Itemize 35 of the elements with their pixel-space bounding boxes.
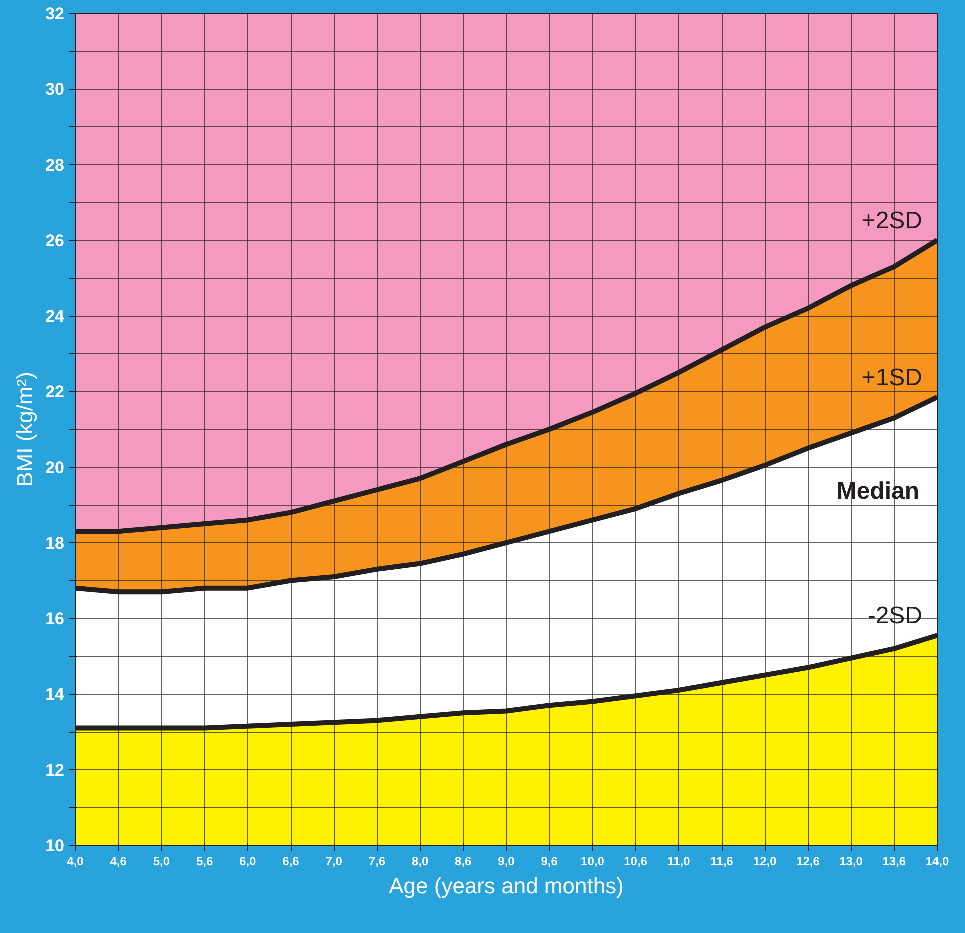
x-axis-title: Age (years and months) bbox=[389, 874, 624, 898]
x-tick-label: 4,0 bbox=[67, 854, 84, 868]
x-tick-label: 10,6 bbox=[624, 854, 648, 868]
x-tick-label: 13,6 bbox=[882, 854, 906, 868]
x-tick-label: 8,0 bbox=[412, 854, 429, 868]
x-tick-label: 8,6 bbox=[455, 854, 472, 868]
y-tick-label: 30 bbox=[46, 80, 65, 100]
y-tick-label: 20 bbox=[46, 458, 65, 478]
y-tick-label: 24 bbox=[46, 307, 66, 326]
x-tick-label: 5,6 bbox=[196, 854, 214, 868]
y-tick-label: 16 bbox=[46, 610, 65, 629]
x-tick-label: 11,0 bbox=[668, 854, 691, 868]
x-tick-label: 11,6 bbox=[710, 854, 734, 868]
x-tick-label: 5,0 bbox=[153, 854, 170, 868]
x-tick-label: 6,0 bbox=[240, 854, 257, 868]
y-tick-label: 26 bbox=[46, 231, 65, 250]
y-tick-label: 10 bbox=[46, 836, 65, 856]
x-tick-label: 6,6 bbox=[282, 854, 300, 868]
x-tick-label: 12,6 bbox=[796, 854, 820, 868]
x-tick-label: 9,0 bbox=[498, 854, 516, 868]
x-tick-label: 13,0 bbox=[840, 854, 864, 868]
y-tick-label: 18 bbox=[46, 534, 65, 553]
x-tick-label: 7,6 bbox=[368, 854, 386, 868]
y-tick-label: 22 bbox=[46, 382, 65, 402]
y-tick-label: 14 bbox=[46, 685, 66, 704]
y-tick-label: 28 bbox=[46, 156, 65, 175]
x-tick-label: 7,0 bbox=[326, 854, 343, 868]
x-tick-label: 10,0 bbox=[581, 854, 605, 868]
x-tick-label: 4,6 bbox=[110, 854, 128, 868]
x-tick-label: 14,0 bbox=[926, 854, 950, 868]
y-tick-label: 32 bbox=[46, 4, 65, 24]
x-tick-label: 12,0 bbox=[753, 854, 778, 868]
y-axis-title: BMI (kg/m²) bbox=[12, 372, 38, 487]
y-tick-label: 12 bbox=[46, 760, 65, 780]
x-tick-label: 9,6 bbox=[541, 854, 558, 868]
